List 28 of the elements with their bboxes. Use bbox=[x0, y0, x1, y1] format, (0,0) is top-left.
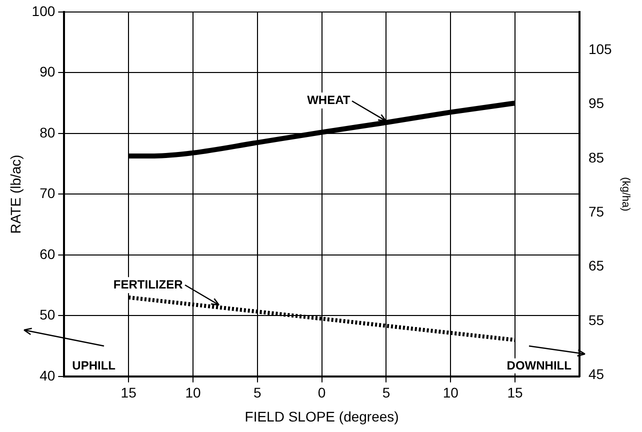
y2-tick-label: 45 bbox=[588, 366, 604, 382]
y-tick-label: 70 bbox=[40, 185, 56, 202]
annotation: WHEAT bbox=[307, 92, 351, 107]
y2-tick-label: 65 bbox=[588, 258, 604, 274]
x-tick-label: 10 bbox=[185, 384, 201, 401]
y2-tick-label: 55 bbox=[588, 312, 604, 328]
y2-tick-label: 85 bbox=[588, 149, 604, 166]
y-tick-label: 50 bbox=[40, 306, 56, 323]
x-axis-title: FIELD SLOPE (degrees) bbox=[244, 408, 399, 424]
y-axis-title: RATE (lb/ac) bbox=[7, 154, 24, 234]
x-tick-label: 15 bbox=[507, 384, 524, 401]
annotation: UPHILL bbox=[72, 358, 116, 373]
y-tick-label: 60 bbox=[40, 246, 56, 262]
y-tick-label: 80 bbox=[40, 124, 56, 140]
annotation: DOWNHILL bbox=[506, 358, 572, 373]
x-tick-label: 0 bbox=[318, 384, 326, 401]
y-tick-label: 90 bbox=[40, 64, 56, 80]
x-tick-label: 10 bbox=[442, 384, 459, 401]
x-tick-label: 5 bbox=[382, 384, 390, 401]
y2-tick-label: 75 bbox=[588, 203, 604, 220]
x-tick-label: 15 bbox=[120, 384, 137, 401]
y2-tick-label: 105 bbox=[588, 40, 612, 57]
y2-axis-title: (kg/ha) bbox=[619, 177, 632, 212]
y-tick-label: 40 bbox=[40, 367, 56, 384]
y2-tick-label: 95 bbox=[588, 95, 604, 112]
annotation: FERTILIZER bbox=[113, 277, 184, 292]
x-tick-label: 5 bbox=[253, 384, 262, 401]
y-tick-label: 100 bbox=[32, 2, 56, 19]
